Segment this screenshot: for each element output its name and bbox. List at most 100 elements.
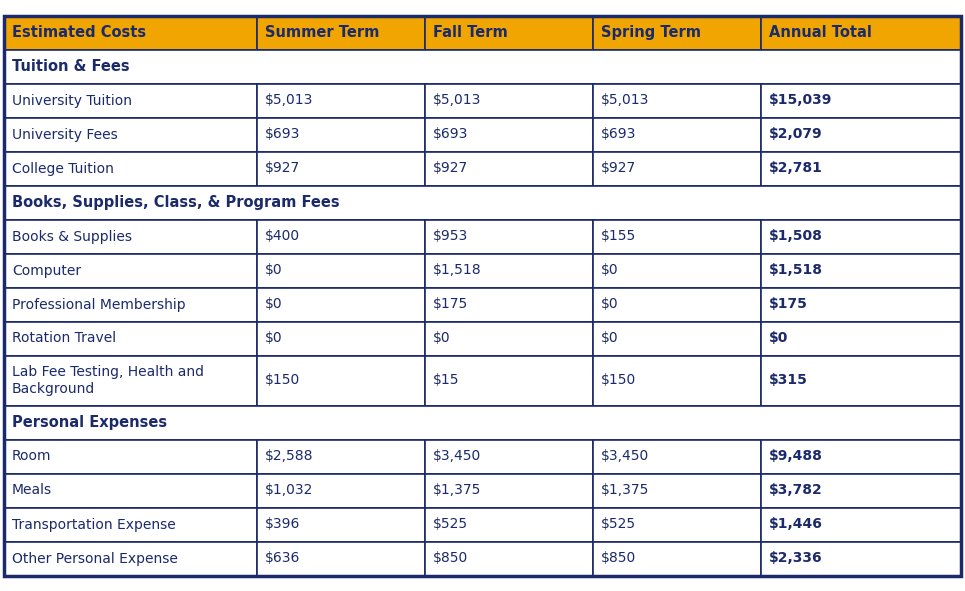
Bar	[4, 219, 257, 254]
Bar	[4, 440, 257, 473]
Text: $2,781: $2,781	[769, 161, 823, 176]
Text: Books & Supplies: Books & Supplies	[12, 229, 132, 243]
Text: $927: $927	[265, 161, 300, 176]
Text: $315: $315	[769, 374, 808, 388]
Bar	[593, 118, 761, 151]
Bar	[4, 405, 961, 440]
Bar	[761, 15, 961, 50]
Bar	[425, 356, 593, 405]
Text: $3,782: $3,782	[769, 483, 823, 498]
Bar	[4, 541, 257, 576]
Text: $15,039: $15,039	[769, 93, 833, 108]
Bar	[425, 322, 593, 356]
Text: College Tuition: College Tuition	[12, 161, 114, 176]
Text: Tuition & Fees: Tuition & Fees	[12, 59, 129, 74]
Text: $396: $396	[265, 518, 300, 531]
Bar	[257, 83, 425, 118]
Text: Computer: Computer	[12, 264, 81, 278]
Text: $693: $693	[433, 128, 468, 141]
Text: $400: $400	[265, 229, 300, 243]
Bar	[761, 287, 961, 322]
Text: $155: $155	[601, 229, 636, 243]
Text: $1,375: $1,375	[433, 483, 482, 498]
Text: Summer Term: Summer Term	[265, 25, 379, 40]
Text: $5,013: $5,013	[265, 93, 314, 108]
Text: $1,518: $1,518	[433, 264, 482, 278]
Text: $150: $150	[601, 374, 636, 388]
Text: $636: $636	[265, 551, 300, 566]
Bar	[425, 508, 593, 541]
Bar	[425, 15, 593, 50]
Bar	[761, 440, 961, 473]
Text: $2,588: $2,588	[265, 450, 314, 463]
Bar	[257, 151, 425, 186]
Bar	[425, 287, 593, 322]
Text: $3,450: $3,450	[433, 450, 482, 463]
Text: $927: $927	[601, 161, 636, 176]
Bar	[4, 508, 257, 541]
Bar	[593, 83, 761, 118]
Text: $3,450: $3,450	[601, 450, 649, 463]
Text: Fall Term: Fall Term	[433, 25, 508, 40]
Text: $0: $0	[601, 264, 619, 278]
Bar	[593, 473, 761, 508]
Bar	[593, 356, 761, 405]
Text: $0: $0	[769, 332, 788, 346]
Text: Books, Supplies, Class, & Program Fees: Books, Supplies, Class, & Program Fees	[12, 195, 340, 210]
Text: $9,488: $9,488	[769, 450, 823, 463]
Bar	[257, 118, 425, 151]
Text: Personal Expenses: Personal Expenses	[12, 415, 167, 430]
Text: Rotation Travel: Rotation Travel	[12, 332, 116, 346]
Bar	[4, 118, 257, 151]
Bar	[4, 50, 961, 83]
Bar	[761, 322, 961, 356]
Text: $953: $953	[433, 229, 468, 243]
Bar	[257, 15, 425, 50]
Text: $1,518: $1,518	[769, 264, 823, 278]
Text: $5,013: $5,013	[433, 93, 482, 108]
Text: $0: $0	[265, 297, 283, 311]
Bar	[593, 254, 761, 287]
Text: $175: $175	[769, 297, 808, 311]
Bar	[425, 473, 593, 508]
Text: Other Personal Expense: Other Personal Expense	[12, 551, 178, 566]
Bar	[257, 287, 425, 322]
Text: Spring Term: Spring Term	[601, 25, 701, 40]
Bar	[4, 254, 257, 287]
Bar	[425, 151, 593, 186]
Bar	[257, 440, 425, 473]
Bar	[593, 151, 761, 186]
Bar	[257, 322, 425, 356]
Bar	[425, 541, 593, 576]
Text: $2,336: $2,336	[769, 551, 822, 566]
Bar	[593, 541, 761, 576]
Text: Lab Fee Testing, Health and
Background: Lab Fee Testing, Health and Background	[12, 365, 204, 395]
Text: Annual Total: Annual Total	[769, 25, 871, 40]
Text: $15: $15	[433, 374, 459, 388]
Text: Meals: Meals	[12, 483, 52, 498]
Bar	[257, 508, 425, 541]
Bar	[593, 322, 761, 356]
Bar	[425, 254, 593, 287]
Text: $1,375: $1,375	[601, 483, 649, 498]
Text: $2,079: $2,079	[769, 128, 822, 141]
Bar	[761, 151, 961, 186]
Bar	[761, 118, 961, 151]
Text: University Fees: University Fees	[12, 128, 118, 141]
Bar	[4, 186, 961, 219]
Text: $927: $927	[433, 161, 468, 176]
Bar	[593, 440, 761, 473]
Text: $0: $0	[601, 332, 619, 346]
Text: $525: $525	[433, 518, 468, 531]
Bar	[761, 254, 961, 287]
Bar	[425, 440, 593, 473]
Bar	[257, 254, 425, 287]
Text: $525: $525	[601, 518, 636, 531]
Bar	[761, 541, 961, 576]
Bar	[4, 322, 257, 356]
Bar	[257, 356, 425, 405]
Text: $0: $0	[433, 332, 451, 346]
Text: $1,446: $1,446	[769, 518, 823, 531]
Bar	[761, 508, 961, 541]
Text: $850: $850	[601, 551, 636, 566]
